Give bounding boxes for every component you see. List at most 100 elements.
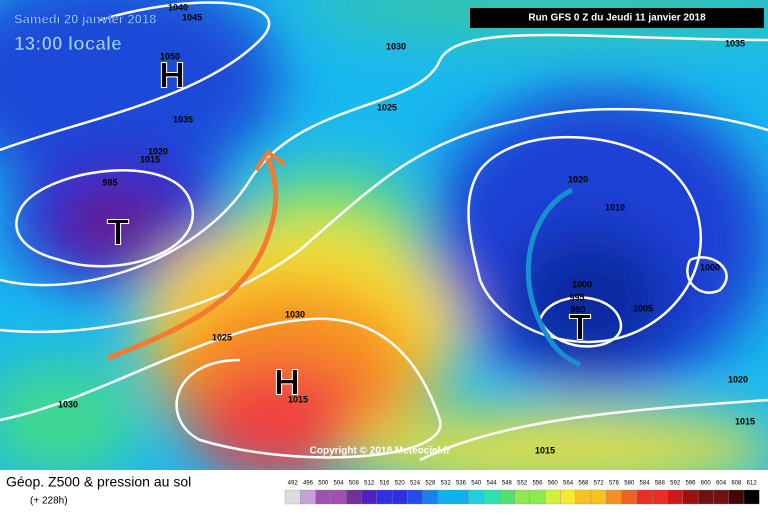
flow-arrow	[525, 187, 582, 368]
scale-swatch	[560, 489, 576, 505]
pressure-center: T	[107, 212, 129, 253]
scale-label: 612	[747, 481, 758, 487]
scale-swatch	[483, 489, 500, 505]
scale-swatch	[682, 489, 699, 505]
scale-label: 504	[334, 481, 345, 487]
isobar-label: 1005	[633, 303, 653, 313]
isobar-label: 1015	[140, 154, 160, 164]
scale-swatch	[330, 489, 347, 505]
scale-swatch	[437, 489, 454, 505]
isobar-label: 1045	[182, 12, 202, 22]
scale-label: 532	[441, 481, 452, 487]
isobar-label: 1010	[605, 202, 625, 212]
scale-swatch	[575, 489, 592, 505]
scale-label: 592	[670, 481, 681, 487]
isobar-label: 1015	[735, 416, 755, 426]
scale-swatch	[606, 489, 622, 505]
scale-label: 548	[502, 481, 513, 487]
scale-swatch	[514, 489, 530, 505]
field	[0, 0, 768, 470]
pressure-center: H	[274, 362, 300, 403]
isobar-label: 1000	[572, 279, 592, 289]
scale-label: 516	[379, 481, 390, 487]
scale-label: 560	[548, 481, 559, 487]
pressure-center: H	[159, 55, 185, 96]
scale-label: 520	[395, 481, 406, 487]
scale-label: 576	[609, 481, 620, 487]
scale-swatch	[300, 489, 316, 505]
isobar-label: 1015	[535, 445, 555, 455]
isobar-label: 1020	[728, 374, 748, 384]
scale-label: 512	[364, 481, 375, 487]
scale-label: 564	[563, 481, 574, 487]
run-box	[470, 8, 764, 28]
isobar-label: 1030	[58, 399, 78, 409]
scale-swatch	[391, 489, 408, 505]
scale-label: 524	[410, 481, 421, 487]
scale-label: 536	[456, 481, 467, 487]
scale-swatch	[697, 489, 714, 505]
footer-lead: (+ 228h)	[30, 496, 68, 507]
isobar-label: 1050	[160, 51, 180, 61]
scale-swatch	[453, 489, 469, 505]
scale-label: 608	[731, 481, 742, 487]
scale-label: 588	[655, 481, 666, 487]
scale-label: 508	[349, 481, 360, 487]
scale-swatch	[422, 489, 439, 505]
scale-label: 600	[701, 481, 712, 487]
scale-swatch	[621, 489, 638, 505]
scale-swatch	[407, 489, 423, 505]
scale-label: 604	[716, 481, 727, 487]
copyright: Copyright © 2018 Meteociel.fr	[310, 446, 451, 457]
isobar-label: 1025	[377, 102, 397, 112]
scale-swatch	[743, 489, 760, 505]
scale-swatch	[652, 489, 668, 505]
isobar-label: 1030	[285, 309, 305, 319]
footer-title: Géop. Z500 & pression au sol	[6, 474, 191, 490]
date: Samedi 20 janvier 2018	[14, 11, 156, 26]
isobar-label: 1040	[168, 2, 188, 12]
scale-label: 584	[640, 481, 651, 487]
scale-swatch	[544, 489, 561, 505]
scale-label: 492	[288, 481, 299, 487]
pressure-center: T	[569, 307, 591, 348]
scale-swatch	[499, 489, 515, 505]
scale-label: 580	[624, 481, 635, 487]
scale-swatch	[361, 489, 377, 505]
scale-swatch	[636, 489, 653, 505]
color-scale: 492 496 500 504 508 512 516 520 524 528 532 536 540 5…	[284, 481, 760, 505]
scale-label: 596	[685, 481, 696, 487]
isobar-label: 1035	[725, 38, 745, 48]
scale-swatch	[468, 489, 485, 505]
isobar-label: 995	[569, 292, 584, 302]
isobar-label: 1015	[288, 394, 308, 404]
scale-swatch	[284, 489, 301, 505]
isobar-label: 1030	[386, 41, 406, 51]
scale-label: 528	[425, 481, 436, 487]
flow-arrow	[107, 157, 279, 361]
scale-swatch	[590, 489, 607, 505]
isobars	[0, 1, 768, 462]
flow-arrow-head	[254, 149, 287, 172]
isobar-label: 1020	[148, 146, 168, 156]
scale-label: 556	[532, 481, 543, 487]
isobar-label: 1025	[212, 332, 232, 342]
isobar-label: 1035	[173, 114, 193, 124]
scale-label: 568	[578, 481, 589, 487]
map-labels: 1040104510501035102010159851030102510351…	[58, 2, 755, 455]
scale-swatch	[728, 489, 745, 505]
scale-label: 500	[318, 481, 329, 487]
isobar-label: 1020	[568, 174, 588, 184]
scale-swatch	[346, 489, 362, 505]
time: 13:00 locale	[14, 34, 122, 55]
scale-label: 572	[594, 481, 605, 487]
scale-label: 544	[487, 481, 498, 487]
scale-swatch	[376, 489, 393, 505]
run-info: Run GFS 0 Z du Jeudi 11 janvier 2018	[528, 13, 706, 24]
scale-swatch	[713, 489, 729, 505]
scale-swatch	[667, 489, 683, 505]
isobar-label: 990	[570, 304, 585, 314]
scale-swatch	[529, 489, 546, 505]
scale-label: 540	[471, 481, 482, 487]
